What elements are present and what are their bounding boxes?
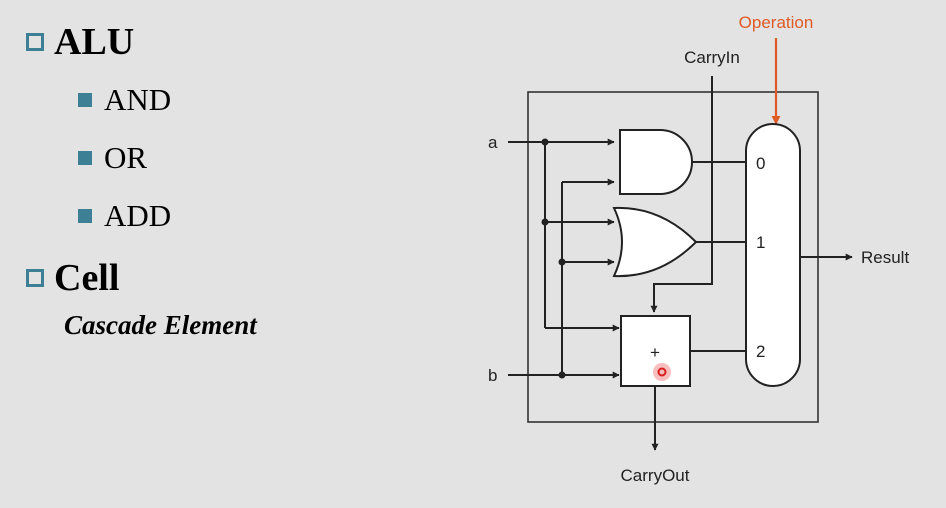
carry-out-label: CarryOut <box>621 466 690 485</box>
bullet-and-text: AND <box>104 82 172 117</box>
bullet-and: AND <box>78 82 171 118</box>
mux-input-0-label: 0 <box>756 154 765 173</box>
adder-plus-symbol: + <box>650 343 660 362</box>
cursor-dot-icon <box>657 367 667 377</box>
filled-square-bullet-icon <box>78 209 92 223</box>
input-b-label: b <box>488 366 497 385</box>
bullet-or: OR <box>78 140 147 176</box>
or-gate <box>612 206 698 278</box>
mux-input-1-label: 1 <box>756 233 765 252</box>
bullet-alu: ALU <box>26 20 134 64</box>
hollow-square-bullet-icon <box>26 33 44 51</box>
bullet-add-text: ADD <box>104 198 172 233</box>
bullet-add: ADD <box>78 198 171 234</box>
mux-input-2-label: 2 <box>756 342 765 361</box>
input-a-label: a <box>488 133 498 152</box>
filled-square-bullet-icon <box>78 93 92 107</box>
filled-square-bullet-icon <box>78 151 92 165</box>
result-label: Result <box>861 248 909 267</box>
and-gate <box>619 129 693 195</box>
bullet-cell-text: Cell <box>54 257 120 299</box>
cursor-highlight-icon <box>653 363 671 381</box>
bullet-or-text: OR <box>104 140 148 175</box>
hollow-square-bullet-icon <box>26 269 44 287</box>
bullet-cell-subtitle: Cascade Element <box>64 310 257 340</box>
operation-label: Operation <box>739 13 814 32</box>
multiplexer <box>745 123 801 387</box>
bullet-alu-text: ALU <box>54 21 135 63</box>
bullet-cell: Cell <box>26 256 119 300</box>
carry-in-label: CarryIn <box>684 48 740 67</box>
carry-in-line <box>650 76 713 313</box>
